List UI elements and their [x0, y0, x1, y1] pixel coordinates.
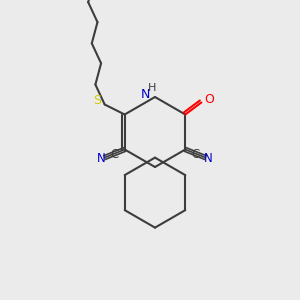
Text: N: N [140, 88, 150, 101]
Text: H: H [148, 83, 156, 93]
Text: O: O [204, 93, 214, 106]
Text: C: C [191, 148, 200, 161]
Text: N: N [97, 152, 106, 165]
Text: C: C [111, 148, 119, 161]
Text: S: S [93, 94, 101, 107]
Text: N: N [204, 152, 213, 165]
